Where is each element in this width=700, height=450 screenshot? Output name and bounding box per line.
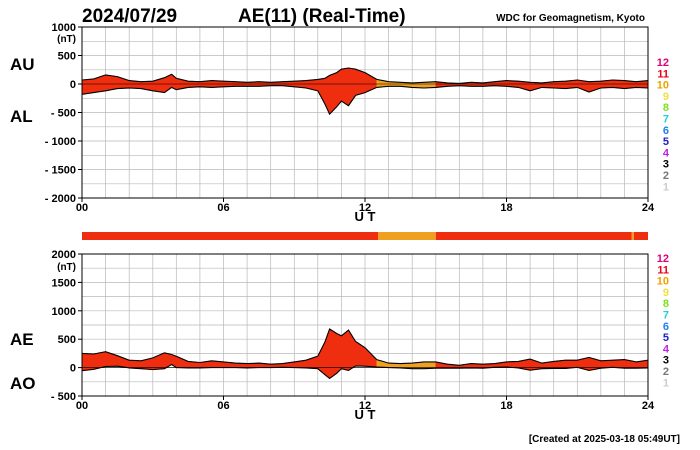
legend-item-12: 12 [657,57,669,69]
series-label-al: AL [10,107,33,126]
x-tick-label: 24 [642,400,655,412]
grid-top [82,27,648,198]
legend-item-7: 7 [663,114,669,126]
grid-bottom [82,254,648,396]
station-bar-segment [435,232,632,240]
area-segment [355,68,366,96]
legend-item-5: 5 [663,332,669,344]
x-tick-label: 00 [76,400,88,412]
x-tick-label: 00 [76,202,88,214]
x-tick-label: 06 [217,400,229,412]
x-tick-label: 12 [359,202,371,214]
area-segment [329,328,337,379]
y-tick-label: 1000 [52,306,76,318]
station-bar-segment [82,232,378,240]
y-tick-label: - 1000 [45,136,76,148]
legend-item-1: 1 [663,181,669,193]
legend-item-10: 10 [657,80,669,92]
legend-item-11: 11 [657,68,669,80]
x-axis-label-top: U T [355,209,376,224]
x-tick-label: 18 [500,400,512,412]
y-tick-label: 500 [58,51,76,63]
area-segment [176,355,189,369]
legend-item-1: 1 [663,377,669,389]
y-tick-label: 500 [58,334,76,346]
legend-item-3: 3 [663,355,669,367]
y-tick-label: - 2000 [45,193,76,205]
legend-item-10: 10 [657,276,669,288]
area-segment [81,353,95,372]
x-ticks-top: 00 06 12 18 24 [76,198,655,214]
legend-item-6: 6 [663,321,669,333]
x-tick-label: 24 [642,202,655,214]
y-tick-label: 0 [70,363,76,375]
x-tick-label: 18 [500,202,512,214]
legend-item-3: 3 [663,159,669,171]
y-tick-label: 2000 [52,249,76,261]
legend-item-8: 8 [663,102,669,114]
y-tick-label: - 500 [51,391,76,403]
series-label-ae: AE [10,330,34,349]
legend-item-4: 4 [663,343,670,355]
legend-item-11: 11 [657,264,669,276]
station-bar-segment [378,232,436,240]
legend-item-6: 6 [663,125,669,137]
station-bar-segment [633,232,648,240]
series-line-al [81,85,649,116]
series-lines-top [81,67,649,116]
legend-item-9: 9 [663,287,669,299]
legend-item-8: 8 [663,298,669,310]
station-count-bar [82,232,648,240]
y-ticks-bottom: 2000 1500 1000 500 0 - 500 [51,249,82,403]
y-tick-label: 1000 [52,22,76,34]
unit-label-bottom: (nT) [57,262,76,273]
source-label: WDC for Geomagnetism, Kyoto [496,13,645,24]
legend-item-2: 2 [663,170,669,182]
series-line-au [81,67,649,84]
legend-item-5: 5 [663,136,669,148]
series-line-ae [81,328,649,366]
series-line-ao [81,363,649,380]
y-tick-label: - 1500 [45,165,76,177]
series-label-ao: AO [10,374,36,393]
legend-item-9: 9 [663,91,669,103]
area-segment [341,67,349,107]
unit-label-top: (nT) [57,34,76,45]
y-tick-label: - 500 [51,108,76,120]
x-ticks-bottom: 00 06 12 18 24 [76,396,655,412]
legend-item-12: 12 [657,253,669,265]
legend-item-2: 2 [663,366,669,378]
area-segment [317,78,326,105]
legend-item-7: 7 [663,310,669,322]
y-tick-label: 1500 [52,277,76,289]
y-ticks-top: 1000 500 0 - 500 - 1000 - 1500 - 2000 [45,22,82,205]
created-timestamp: [Created at 2025-03-18 05:49UT] [529,434,680,445]
area-segment [553,80,566,89]
series-lines-bottom [81,328,649,380]
date-label: 2024/07/29 [82,6,177,27]
x-axis-label-bottom: U T [355,407,376,422]
station-bar-segment [631,232,634,240]
chart-title: AE(11) (Real-Time) [238,6,406,27]
legend-item-4: 4 [663,147,670,159]
series-label-au: AU [10,55,35,74]
area-segment [81,78,95,95]
area-segment [341,329,349,371]
x-tick-label: 12 [359,400,371,412]
x-tick-label: 06 [217,202,229,214]
y-tick-label: 0 [70,79,76,91]
